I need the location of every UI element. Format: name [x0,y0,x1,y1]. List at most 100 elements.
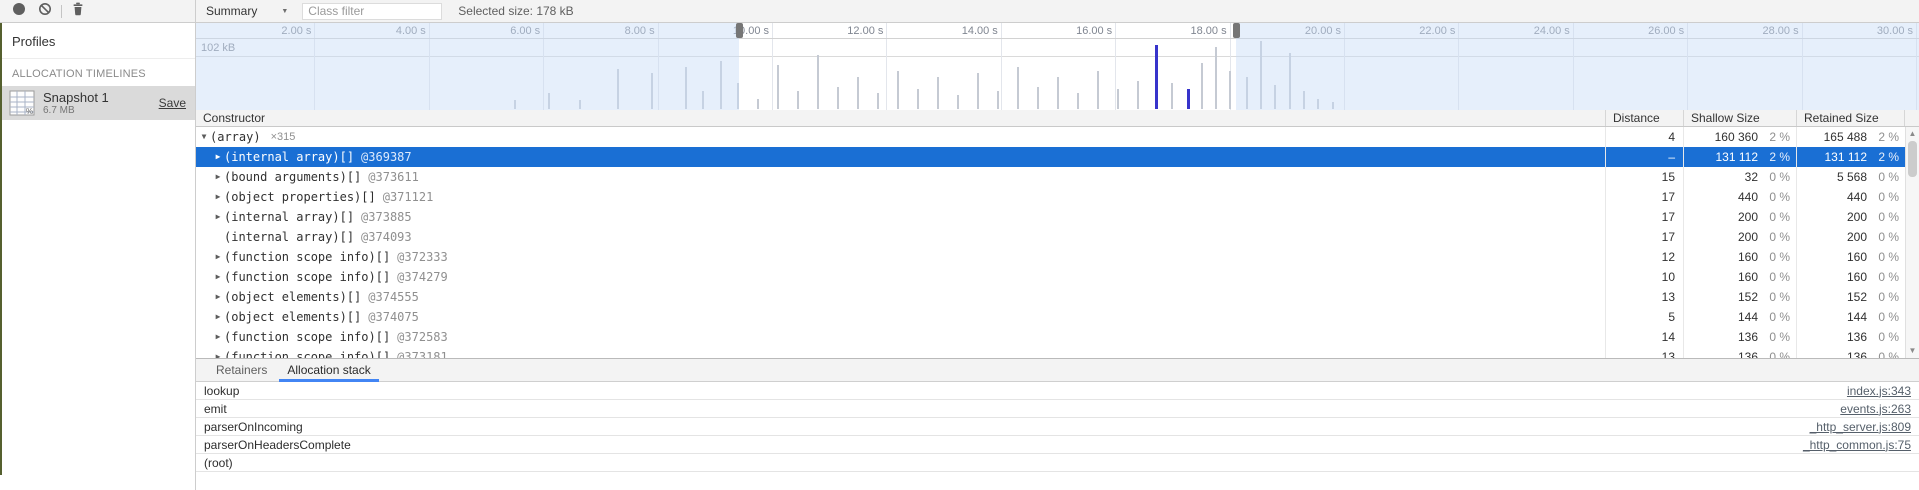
constructor-row[interactable]: ▶ (internal array)[] @369387–131 112 2 % 131… [196,147,1905,167]
distance-cell: 4 [1606,127,1684,147]
timeline-gridline [1801,23,1803,110]
svg-text:%: % [26,107,33,116]
distance-cell: 15 [1606,167,1684,187]
tree-expand-icon[interactable]: ▶ [215,332,221,341]
main-panel: 102 kB 2.00 s 4.00 s 6.00 s 8.00 s 10.00 s 12… [196,23,1919,490]
object-id: @371121 [382,190,434,204]
scrollbar-thumb[interactable] [1908,141,1917,177]
allocation-stack-list: lookup index.js:343 emit events.js:263 parse… [196,382,1919,472]
constructor-row[interactable]: ▶ (bound arguments)[] @373611 15 32 0 % 5 568 0… [196,167,1905,187]
constructor-row[interactable]: ▼ (array) ×315 4 160 360 2 % 165 488 2 % [196,127,1905,147]
timeline-gridline [886,23,888,110]
tree-expand-icon[interactable]: ▶ [215,192,221,201]
constructor-row[interactable]: ▶ (internal array)[] @373885 17 200 0 % 200 0 % [196,207,1905,227]
shallow-size-percent: 0 % [1769,170,1790,184]
constructor-row[interactable]: ▶ (object properties)[] @371121 17 440 0 % 440… [196,187,1905,207]
tree-expand-icon[interactable]: ▶ [215,352,221,358]
tree-expand-icon[interactable]: ▶ [215,252,221,261]
clear-all-profiles-button[interactable] [32,0,58,22]
stack-frame-source-link[interactable]: _http_common.js:75 [1802,437,1911,452]
constructor-cell: ▶ (function scope info)[] @372333 [196,247,1606,267]
constructor-row[interactable]: (internal array)[] @374093 17 200 0 % 200 0 % [196,227,1905,247]
distance-cell: 12 [1606,247,1684,267]
shallow-size-percent: 0 % [1769,330,1790,344]
shallow-size-percent: 0 % [1769,190,1790,204]
allocation-bar [1274,85,1277,109]
shallow-size-cell: 136 0 % [1684,327,1797,347]
constructor-cell: ▶ (function scope info)[] @373181 [196,347,1606,358]
allocation-timelines-section-title: ALLOCATION TIMELINES [12,68,146,80]
timeline-gridline [1115,23,1117,110]
column-header-retained-size[interactable]: Retained Size [1797,110,1905,126]
shallow-size-value: 160 [1737,270,1758,284]
shallow-size-percent: 0 % [1769,350,1790,358]
constructor-row[interactable]: ▶ (function scope info)[] @373181 13 136 0 % 1… [196,347,1905,358]
distance-cell: 5 [1606,307,1684,327]
constructor-row[interactable]: ▶ (function scope info)[] @372333 12 160 0 % 1… [196,247,1905,267]
sidebar-item-snapshot-1[interactable]: % Snapshot 1 6.7 MB Save [0,86,195,120]
shallow-size-cell: 131 112 2 % [1684,147,1797,167]
retained-size-percent: 0 % [1878,310,1899,324]
selection-start-grip[interactable] [735,23,743,38]
shallow-size-value: 160 [1737,250,1758,264]
timeline-tick-label: 26.00 s [1648,25,1685,37]
snapshot-name: Snapshot 1 [43,89,109,105]
retained-size-cell: 440 0 % [1797,187,1905,207]
column-header-shallow-size[interactable]: Shallow Size [1684,110,1797,126]
save-link[interactable]: Save [158,96,186,110]
allocation-bar [856,77,859,109]
constructor-row[interactable]: ▶ (object elements)[] @374075 5 144 0 % 144 0 % [196,307,1905,327]
allocation-bar [1201,63,1204,109]
perspective-select[interactable]: Summary ▼ [206,0,288,22]
constructor-name: (function scope info)[] [224,330,391,344]
scroll-down-arrow-icon[interactable]: ▼ [1908,346,1917,355]
shallow-size-value: 144 [1737,310,1758,324]
tree-expand-icon[interactable]: ▶ [215,292,221,301]
distance-cell: 13 [1606,287,1684,307]
object-id: @372333 [397,250,448,264]
constructor-cell: ▶ (object elements)[] @374555 [196,287,1606,307]
retained-size-percent: 2 % [1878,150,1899,164]
scroll-up-arrow-icon[interactable]: ▲ [1908,129,1917,138]
allocation-bar [976,73,979,109]
timeline-tick-label: 2.00 s [281,25,312,37]
stack-frame-name: emit [204,401,227,416]
stack-frame-name: parserOnHeadersComplete [204,437,351,452]
heap-grid-body: ▼ (array) ×315 4 160 360 2 % 165 488 2 % ▶ (inter… [196,127,1905,358]
retained-size-cell: 200 0 % [1797,207,1905,227]
class-filter-input[interactable] [302,2,443,20]
constructor-row[interactable]: ▶ (function scope info)[] @374279 10 160 0 % 1… [196,267,1905,287]
tree-collapse-icon[interactable]: ▼ [201,132,207,141]
retained-size-value: 136 [1846,330,1867,344]
retained-size-percent: 0 % [1878,350,1899,358]
selection-end-grip[interactable] [1233,23,1241,38]
grid-scrollbar[interactable]: ▲ ▼ [1905,127,1919,358]
stack-frame-source-link[interactable]: events.js:263 [1840,401,1911,416]
allocation-timeline-overview[interactable]: 102 kB 2.00 s 4.00 s 6.00 s 8.00 s 10.00 s 12… [196,23,1919,110]
retained-size-cell: 160 0 % [1797,267,1905,287]
tab-retainers[interactable]: Retainers [216,363,268,377]
column-header-distance[interactable]: Distance [1606,110,1684,126]
retained-size-value: 5 568 [1836,170,1867,184]
stack-frame-row: emit events.js:263 [196,400,1919,418]
delete-profile-button[interactable] [65,0,91,22]
tab-allocation-stack[interactable]: Allocation stack [277,359,380,382]
tree-expand-icon[interactable]: ▶ [215,172,221,181]
allocation-bar-live [1187,89,1191,109]
tree-expand-icon[interactable]: ▶ [215,272,221,281]
timeline-gridline [1572,23,1574,110]
constructor-row[interactable]: ▶ (function scope info)[] @372583 14 136 0 % 1… [196,327,1905,347]
tree-expand-icon[interactable]: ▶ [215,212,221,221]
tree-expand-icon[interactable]: ▶ [215,312,221,321]
distance-cell: 10 [1606,267,1684,287]
record-button[interactable] [6,0,32,22]
constructor-row[interactable]: ▶ (object elements)[] @374555 13 152 0 % 152 0 … [196,287,1905,307]
stack-frame-source-link[interactable]: _http_server.js:809 [1809,419,1911,434]
column-header-constructor[interactable]: Constructor [196,110,1606,126]
tree-expand-icon[interactable]: ▶ [215,152,221,161]
retained-size-value: 160 [1846,270,1867,284]
timeline-gridline [1458,23,1460,110]
stack-frame-source-link[interactable]: index.js:343 [1846,383,1911,398]
timeline-gridline [1916,23,1917,110]
